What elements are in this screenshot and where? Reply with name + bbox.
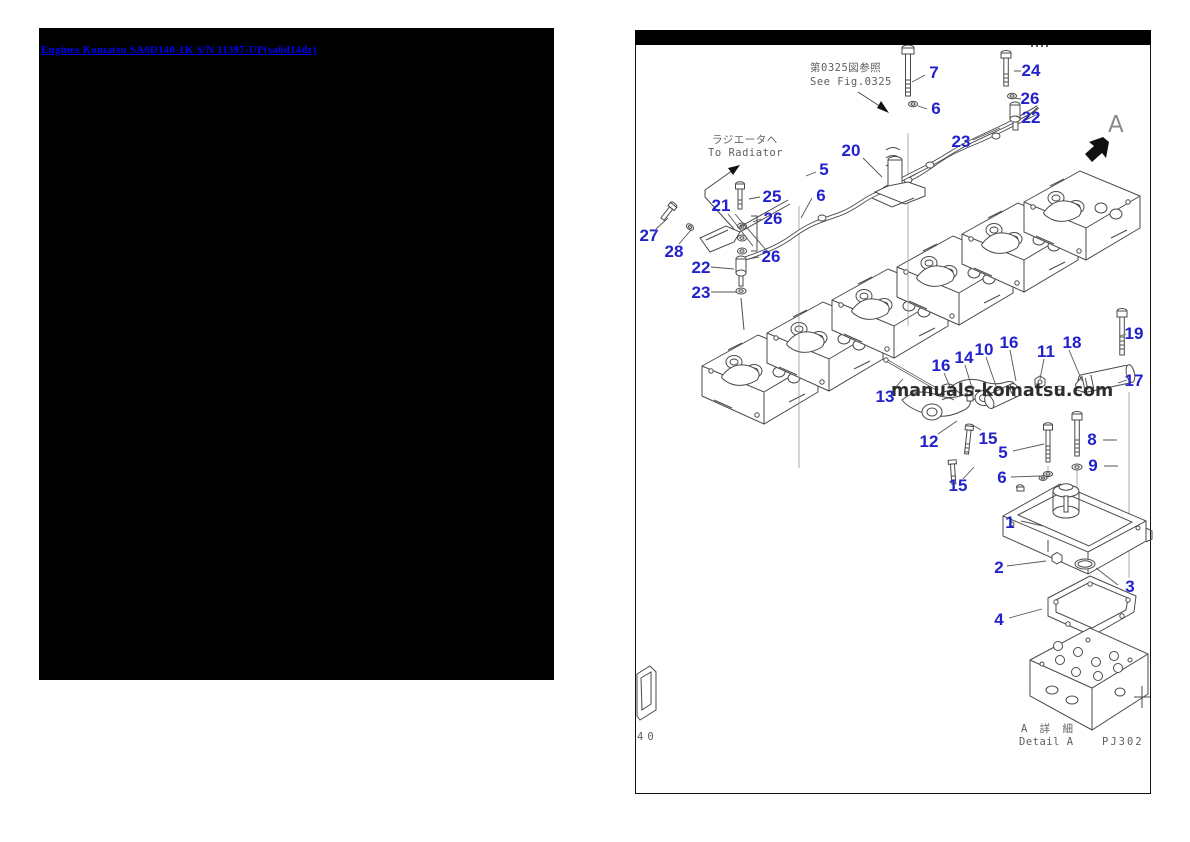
callout-10: 10 [974,340,994,359]
callout-8: 8 [1087,430,1097,449]
callout-11: 11 [1037,342,1055,361]
left-black-panel [39,28,554,680]
cover-bolts [1016,411,1083,492]
reference-arrows [704,44,1109,230]
oil-pipe-20 [743,111,1037,261]
cylinder-head-detail-a [1029,627,1150,731]
cover-gasket-4 [1047,575,1137,637]
callout-7: 7 [929,63,939,82]
clipped-part-left [636,665,657,721]
callout-16: 16 [931,356,951,375]
callout-19: 19 [1124,324,1144,343]
detail-a-arrow [1085,137,1109,162]
callout-9: 9 [1088,456,1098,475]
callout-20: 20 [841,141,861,160]
callout-22: 22 [691,258,711,277]
callout-26: 26 [763,209,783,228]
callout-18: 18 [1062,333,1082,352]
callout-15: 15 [978,429,998,448]
callout-15: 15 [948,476,968,495]
detail-label-en: Detail A [1019,736,1074,748]
callout-4: 4 [994,610,1004,629]
detail-a-letter: A [1108,112,1124,138]
callout-1: 1 [1005,513,1015,532]
doc-code: PJ302 [1102,736,1144,748]
callout-28: 28 [664,242,684,261]
to-radiator-label-jp: ラジエータへ [712,134,778,146]
callout-14: 14 [954,348,974,367]
check-valve-assembly-top [1000,50,1021,131]
callout-13: 13 [875,387,895,406]
callout-27: 27 [639,226,659,245]
callout-26: 26 [761,247,781,266]
diagram-top-bar [635,30,1151,45]
page-number: 40 [637,731,658,743]
bolt-19-and-tube-17 [1074,308,1136,394]
callout-23: 23 [951,132,971,151]
callout-25: 25 [762,187,782,206]
callout-2: 2 [994,558,1004,577]
callout-6: 6 [816,186,826,205]
callout-24: 24 [1021,61,1041,80]
breather-assembly [871,44,926,208]
plug-2 [1051,551,1063,565]
callout-16: 16 [999,333,1019,352]
callout-22: 22 [1021,108,1041,127]
leader-lines [655,70,1128,619]
axis-lines [798,133,1130,578]
callout-5: 5 [819,160,829,179]
engine-model-link[interactable]: Engines Komatsu SA6D140-1K S/N 11397-UP(… [41,44,317,56]
watermark: manuals-komatsu.com [891,381,1114,401]
callout-6: 6 [931,99,941,118]
callout-17: 17 [1124,371,1144,390]
see-fig-label-jp: 第0325図参照 [810,62,882,74]
see-fig-label-en: See Fig.0325 [810,76,892,88]
rocker-cover [1002,483,1153,637]
detail-label-jp: A 詳 細 [1021,723,1076,735]
callout-23: 23 [691,283,711,302]
callout-21: 21 [711,196,731,215]
callout-26: 26 [1020,89,1040,108]
to-radiator-label-en: To Radiator [708,147,784,159]
callout-12: 12 [919,432,939,451]
callout-6: 6 [997,468,1007,487]
callout-3: 3 [1125,577,1135,596]
left-valve-assembly [660,181,791,331]
callout-5: 5 [998,443,1008,462]
